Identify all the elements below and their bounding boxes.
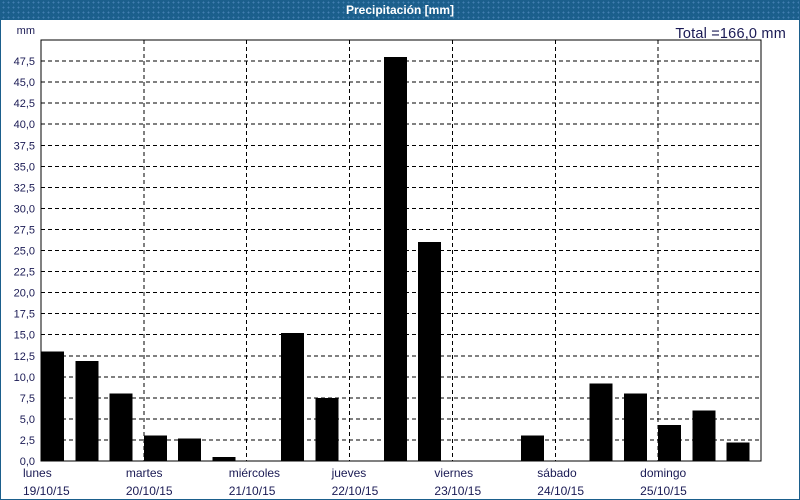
- svg-text:5,0: 5,0: [20, 414, 35, 426]
- svg-text:15,0: 15,0: [14, 330, 35, 342]
- svg-text:25,0: 25,0: [14, 246, 35, 258]
- svg-text:35,0: 35,0: [14, 161, 35, 173]
- svg-text:27,5: 27,5: [14, 224, 35, 236]
- svg-text:37,5: 37,5: [14, 140, 35, 152]
- svg-text:23/10/15: 23/10/15: [434, 484, 481, 498]
- svg-text:21/10/15: 21/10/15: [229, 484, 276, 498]
- svg-text:mm: mm: [17, 25, 35, 37]
- svg-text:17,5: 17,5: [14, 309, 35, 321]
- svg-text:miércoles: miércoles: [229, 466, 280, 480]
- svg-text:42,5: 42,5: [14, 98, 35, 110]
- svg-text:20,0: 20,0: [14, 288, 35, 300]
- svg-text:45,0: 45,0: [14, 77, 35, 89]
- svg-text:jueves: jueves: [331, 466, 367, 480]
- svg-text:22,5: 22,5: [14, 267, 35, 279]
- svg-text:lunes: lunes: [23, 466, 52, 480]
- svg-text:47,5: 47,5: [14, 56, 35, 68]
- svg-text:domingo: domingo: [640, 466, 686, 480]
- svg-text:2,5: 2,5: [20, 435, 35, 447]
- svg-text:martes: martes: [126, 466, 163, 480]
- svg-text:19/10/15: 19/10/15: [23, 484, 70, 498]
- svg-text:10,0: 10,0: [14, 372, 35, 384]
- svg-text:20/10/15: 20/10/15: [126, 484, 173, 498]
- svg-text:7,5: 7,5: [20, 393, 35, 405]
- svg-text:12,5: 12,5: [14, 351, 35, 363]
- svg-text:viernes: viernes: [434, 466, 473, 480]
- svg-text:22/10/15: 22/10/15: [332, 484, 379, 498]
- svg-text:sábado: sábado: [537, 466, 577, 480]
- svg-text:32,5: 32,5: [14, 182, 35, 194]
- svg-text:40,0: 40,0: [14, 119, 35, 131]
- svg-text:24/10/15: 24/10/15: [537, 484, 584, 498]
- svg-text:25/10/15: 25/10/15: [640, 484, 687, 498]
- svg-text:30,0: 30,0: [14, 203, 35, 215]
